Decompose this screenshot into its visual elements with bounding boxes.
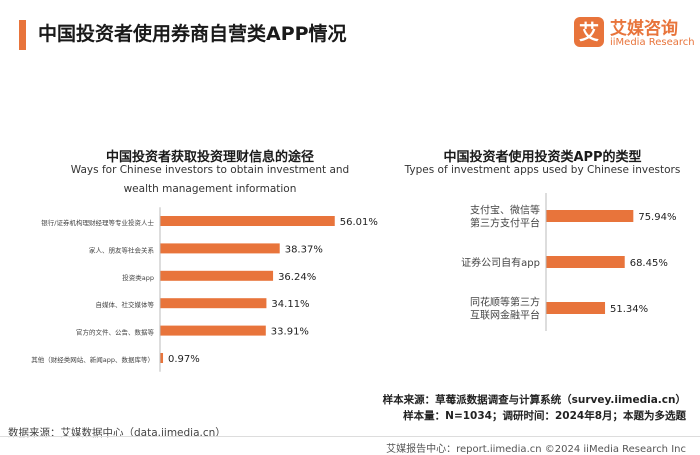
left-chart-value-label-3: 34.11% [271, 299, 309, 310]
left-chart-value-label-2: 36.24% [278, 272, 316, 283]
left-chart-value-label-4: 33.91% [271, 327, 309, 338]
right-chart-category-label-0: 支付宝、微信等第三方支付平台 [470, 204, 540, 230]
right-chart-subtitle: Types of investment apps used by Chinese… [404, 164, 681, 176]
left-chart-category-label-3: 自媒体、社交媒体等 [96, 300, 155, 309]
left-chart-bar-2 [160, 270, 274, 281]
left-chart-bar-0 [160, 216, 335, 226]
left-chart-category-label-0: 银行/证券机构理财经理等专业投资人士 [41, 218, 154, 227]
left-chart-title: 中国投资者获取投资理财信息的途径 [105, 150, 314, 165]
iimedia-logo: 艾 艾媒咨询 iiMedia Research [574, 14, 695, 56]
logo-name-en: iiMedia Research [610, 37, 695, 48]
page-title: 中国投资者使用券商自营类APP情况 [38, 23, 347, 45]
sample-size: 样本量：N=1034；调研时间：2024年8月；本题为多选题 [403, 410, 686, 422]
right-chart-category-label-1: 证券公司自有app [461, 256, 540, 269]
data-source: 数据来源：艾媒数据中心（data.iimedia.cn） [8, 427, 226, 439]
left-chart-category-label-2: 投资类app [122, 273, 154, 282]
right-chart-category-label-2: 同花顺等第三方互联网金融平台 [470, 296, 540, 322]
left-chart-subtitle: Ways for Chinese investors to obtain inv… [70, 164, 350, 195]
logo-name-cn: 艾媒咨询 [610, 19, 678, 39]
title-accent-bar [19, 20, 26, 50]
right-chart-title: 中国投资者使用投资类APP的类型 [443, 150, 642, 165]
right-chart-bar-2 [546, 302, 606, 314]
left-chart-bar-3 [160, 298, 267, 309]
right-chart-value-label-1: 68.45% [630, 258, 668, 269]
sample-source: 样本来源：草莓派数据调查与计算系统（survey.iimedia.cn） [382, 394, 686, 406]
right-chart-value-label-2: 51.34% [610, 304, 648, 315]
left-chart-category-label-1: 家人、朋友等社会关系 [89, 245, 155, 254]
right-chart-value-label-0: 75.94% [638, 212, 676, 223]
logo-mark-icon: 艾 [574, 17, 604, 47]
left-chart-category-label-4: 官方的文件、公告、数据等 [76, 328, 155, 337]
left-chart-value-label-0: 56.01% [340, 217, 378, 228]
right-chart-bar-0 [546, 210, 634, 222]
left-chart-bar-1 [160, 243, 280, 254]
footer-text: 艾媒报告中心：report.iimedia.cn ©2024 iiMedia R… [386, 444, 686, 455]
right-chart-bar-1 [546, 256, 625, 268]
left-chart-value-label-5: 0.97% [168, 354, 200, 365]
left-bar-chart: 银行/证券机构理财经理等专业投资人士 56.01% 家人、朋友等社会关系 38.37%… [31, 207, 378, 372]
left-chart-value-label-1: 38.37% [285, 244, 323, 255]
footer-divider [0, 436, 700, 437]
left-chart-bar-5 [160, 353, 164, 363]
left-chart-bar-4 [160, 325, 266, 336]
right-bar-chart: 支付宝、微信等第三方支付平台 75.94% 证券公司自有app 68.45% 同花顺等第… [461, 193, 676, 331]
left-chart-category-label-5: 其他（财经类网站、新闻app、数据库等） [31, 355, 154, 364]
